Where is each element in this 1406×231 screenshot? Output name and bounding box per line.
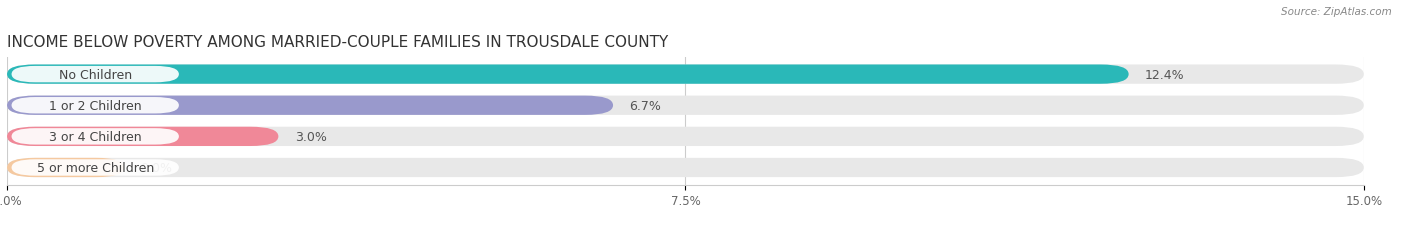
Text: 0.0%: 0.0% <box>141 161 173 174</box>
FancyBboxPatch shape <box>11 67 179 83</box>
Text: No Children: No Children <box>59 68 132 81</box>
FancyBboxPatch shape <box>7 127 278 146</box>
Text: 6.7%: 6.7% <box>630 99 661 112</box>
FancyBboxPatch shape <box>7 127 1364 146</box>
FancyBboxPatch shape <box>7 96 613 116</box>
FancyBboxPatch shape <box>7 96 1364 116</box>
Text: 5 or more Children: 5 or more Children <box>37 161 153 174</box>
FancyBboxPatch shape <box>7 158 1364 177</box>
FancyBboxPatch shape <box>7 158 124 177</box>
FancyBboxPatch shape <box>7 65 1129 84</box>
FancyBboxPatch shape <box>11 129 179 145</box>
Text: 3 or 4 Children: 3 or 4 Children <box>49 130 142 143</box>
Text: Source: ZipAtlas.com: Source: ZipAtlas.com <box>1281 7 1392 17</box>
FancyBboxPatch shape <box>11 98 179 114</box>
Text: 1 or 2 Children: 1 or 2 Children <box>49 99 142 112</box>
Text: 3.0%: 3.0% <box>295 130 326 143</box>
FancyBboxPatch shape <box>7 65 1364 84</box>
Text: 12.4%: 12.4% <box>1144 68 1184 81</box>
Text: INCOME BELOW POVERTY AMONG MARRIED-COUPLE FAMILIES IN TROUSDALE COUNTY: INCOME BELOW POVERTY AMONG MARRIED-COUPL… <box>7 35 668 50</box>
FancyBboxPatch shape <box>11 160 179 176</box>
